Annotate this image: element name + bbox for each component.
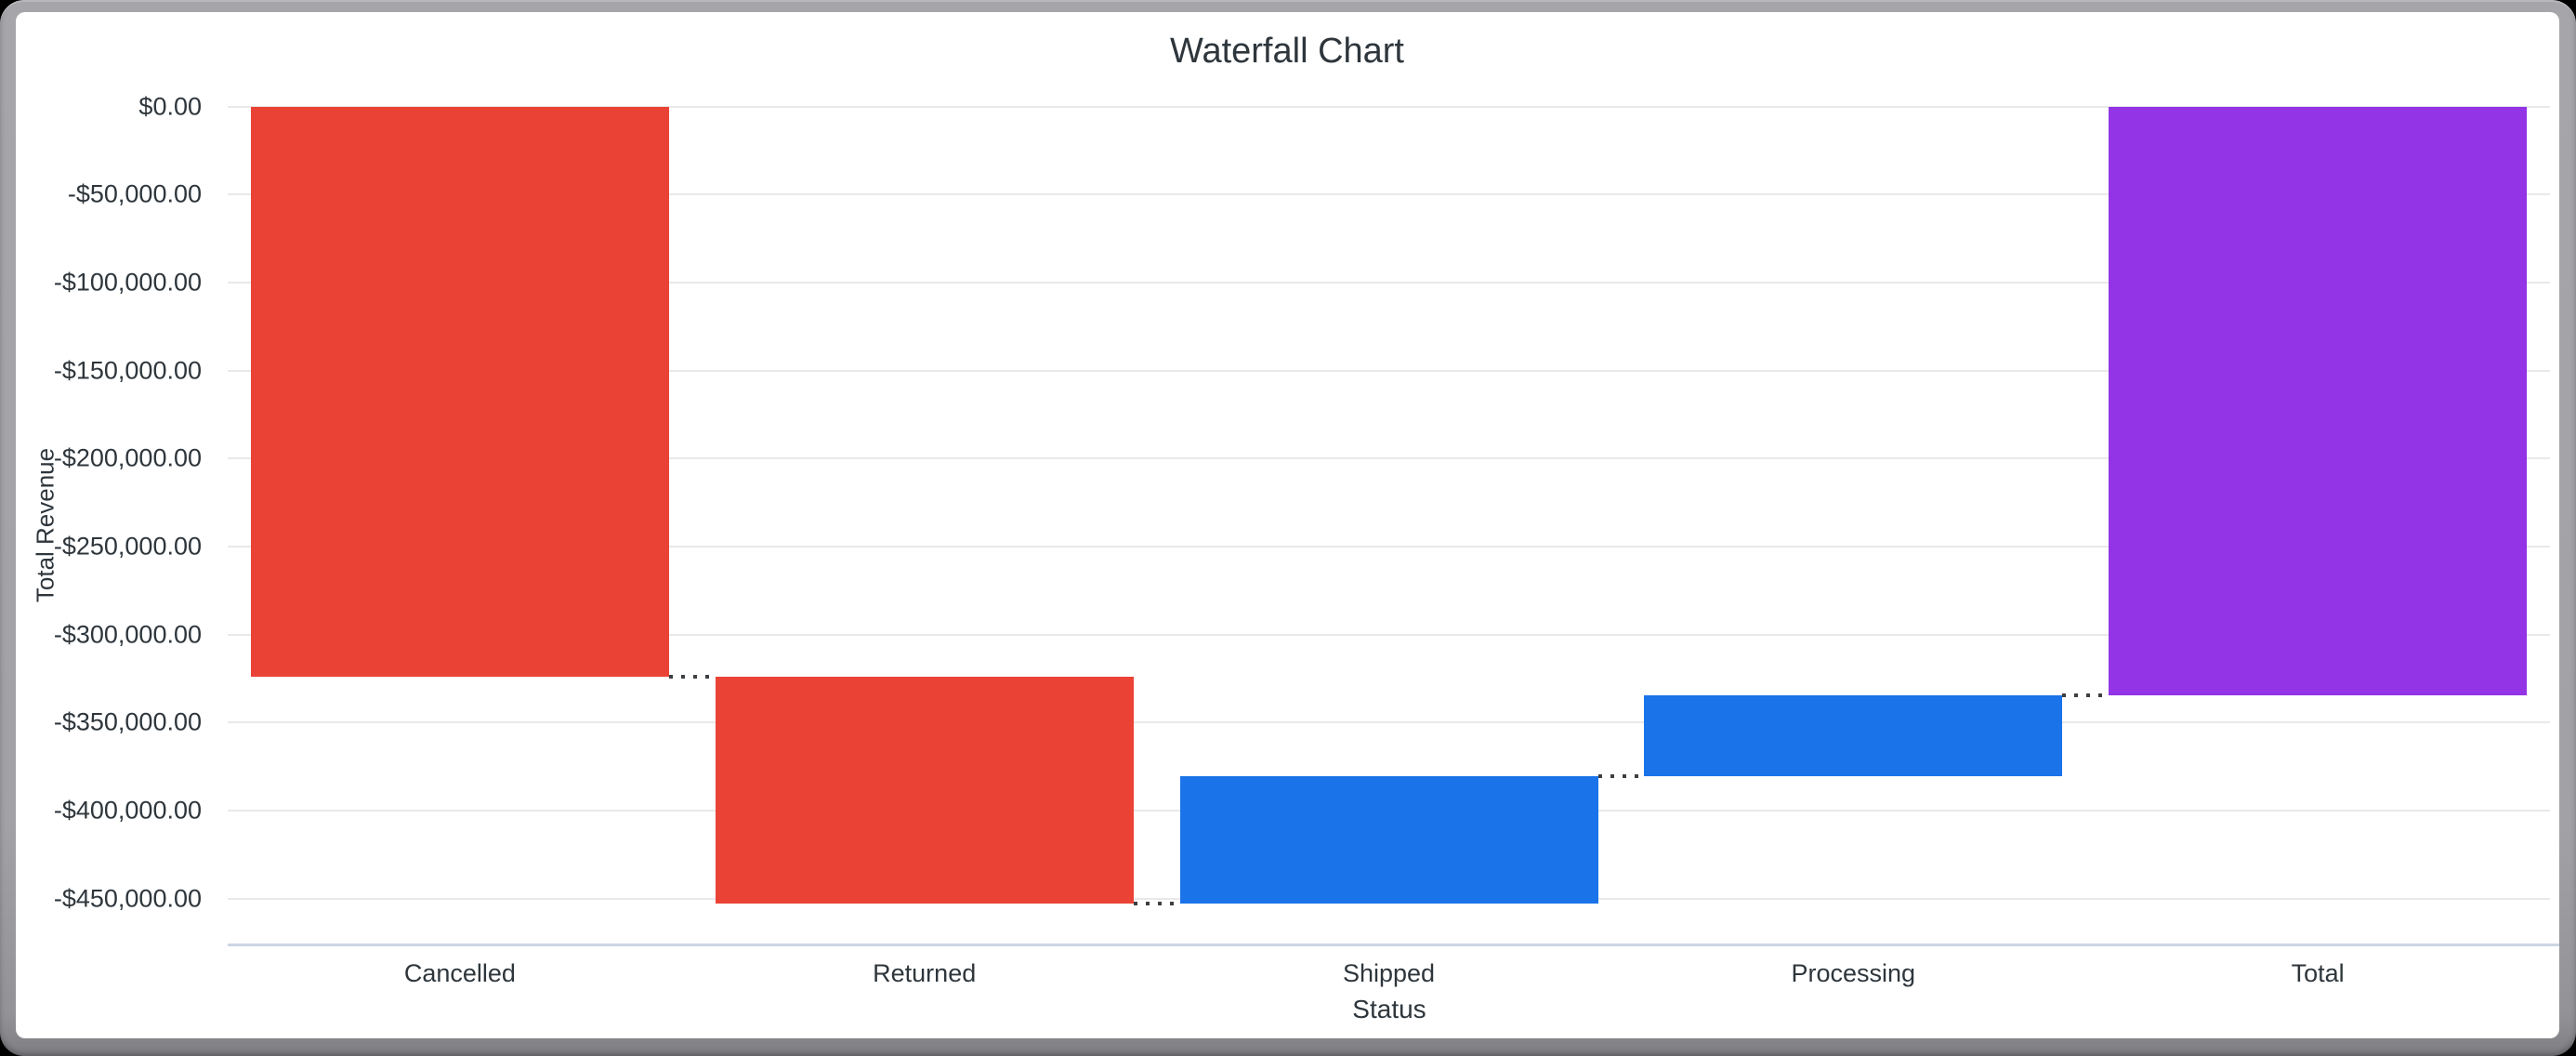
y-tick-label: -$50,000.00	[67, 179, 202, 208]
y-tick-label: -$100,000.00	[53, 268, 202, 297]
y-tick-label: -$450,000.00	[53, 884, 202, 913]
y-tick-label: -$350,000.00	[53, 707, 202, 736]
waterfall-bar-processing[interactable]	[1644, 695, 2063, 777]
y-tick-label: -$150,000.00	[53, 356, 202, 384]
chart-title: Waterfall Chart	[1170, 32, 1404, 71]
x-tick-label-returned: Returned	[873, 959, 977, 987]
y-tick-label: $0.00	[138, 92, 202, 120]
y-tick-label: -$250,000.00	[53, 532, 202, 561]
connector-line	[1133, 901, 1182, 905]
gridline	[228, 545, 2550, 548]
connector-line	[2062, 693, 2111, 698]
y-tick-label: -$300,000.00	[53, 620, 202, 649]
x-tick-label-shipped: Shipped	[1342, 959, 1436, 987]
x-tick-label-processing: Processing	[1791, 959, 1916, 987]
waterfall-bar-cancelled[interactable]	[250, 106, 669, 677]
gridline	[228, 281, 2550, 284]
x-tick-label-total: Total	[2291, 959, 2345, 987]
gridline	[228, 457, 2550, 460]
gridline	[228, 369, 2550, 372]
gridline	[228, 721, 2550, 724]
gridline	[228, 105, 2550, 108]
connector-line	[1597, 774, 1647, 779]
gridline	[228, 193, 2550, 196]
y-tick-label: -$200,000.00	[53, 443, 202, 472]
x-axis-baseline	[228, 944, 2559, 946]
x-tick-label-cancelled: Cancelled	[403, 959, 516, 987]
y-tick-label: -$400,000.00	[53, 796, 202, 825]
gridline	[228, 633, 2550, 636]
waterfall-bar-shipped[interactable]	[1179, 776, 1598, 904]
waterfall-bar-returned[interactable]	[715, 676, 1134, 904]
waterfall-bar-total[interactable]	[2109, 106, 2528, 696]
connector-line	[668, 674, 717, 679]
x-axis-title: Status	[1352, 995, 1426, 1023]
